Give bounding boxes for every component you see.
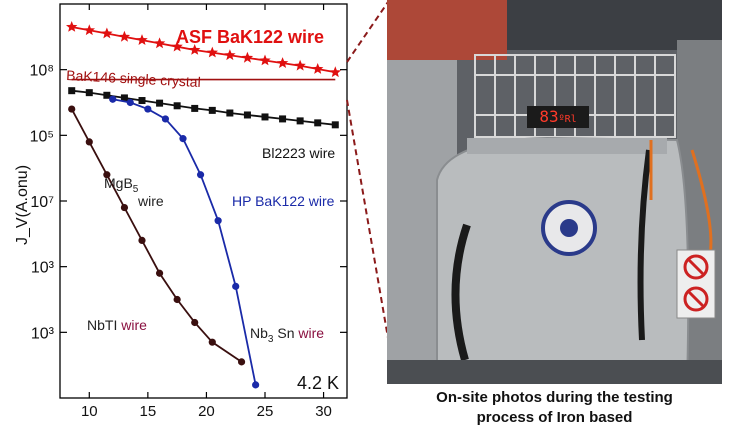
y-tick-label: 10⁸ — [29, 63, 54, 80]
data-point-bl2223-wire — [173, 102, 181, 110]
x-tick-label: 25 — [257, 403, 274, 420]
data-point-hp-bak122-wire — [214, 217, 222, 225]
y-axis-label: J_V(A.onu) — [14, 165, 31, 245]
data-point-nbti-wire — [208, 338, 216, 346]
photo-scene — [387, 0, 722, 384]
data-point-hp-bak122-wire — [232, 282, 240, 290]
data-point-bl2223-wire — [296, 117, 304, 125]
data-point-hp-bak122-wire — [126, 98, 134, 107]
data-point-asf-bak122-wire — [329, 66, 341, 78]
data-point-bl2223-wire — [156, 99, 164, 107]
data-point-bl2223-wire — [68, 87, 76, 95]
label-mgb5-wire: wire — [137, 193, 164, 209]
data-point-bl2223-wire — [314, 119, 322, 127]
data-point-bl2223-wire — [120, 94, 128, 102]
data-point-asf-bak122-wire — [206, 46, 218, 58]
x-tick-label: 15 — [140, 403, 157, 420]
data-point-bl2223-wire — [243, 111, 251, 119]
data-point-bl2223-wire — [226, 109, 234, 117]
data-point-asf-bak122-wire — [259, 54, 271, 66]
data-point-nbti-wire — [237, 358, 246, 366]
label-asf: ASF BaK122 wire — [176, 27, 324, 47]
label-bl2223: Bl2223 wire — [262, 145, 335, 161]
label-bak146: BaK146 single crystal — [66, 67, 201, 90]
data-point-bl2223-wire — [191, 104, 199, 112]
label-nbti: NbTI wire — [87, 317, 147, 333]
caption-line-2: process of Iron based — [476, 409, 633, 426]
on-site-photo: 83ºRl — [387, 0, 722, 384]
series-line-hp-bak122-wire — [112, 98, 257, 386]
data-point-nbti-wire — [68, 105, 76, 113]
y-axis-ticks: 10⁸ 10⁵ 10⁷ 10³ 10³ — [29, 63, 347, 342]
y-tick-label: 10⁵ — [30, 128, 54, 145]
x-tick-label: 30 — [315, 403, 332, 420]
y-tick-label: 10⁷ — [30, 194, 54, 211]
data-point-asf-bak122-wire — [224, 49, 236, 61]
series-layer — [66, 21, 341, 389]
label-hp: HP BaK122 wire — [232, 193, 335, 209]
data-point-asf-bak122-wire — [276, 57, 289, 68]
y-tick-label: 10³ — [31, 325, 55, 342]
data-point-asf-bak122-wire — [136, 34, 148, 45]
data-point-bl2223-wire — [138, 97, 146, 105]
data-point-nbti-wire — [191, 318, 199, 327]
data-point-nbti-wire — [138, 236, 146, 244]
display-value: 83 — [539, 107, 559, 126]
label-mgb5: MgB5 — [104, 175, 139, 195]
data-point-bl2223-wire — [103, 91, 111, 99]
series-line-asf-bak122-wire — [71, 26, 336, 74]
data-point-nbti-wire — [155, 269, 164, 277]
data-point-hp-bak122-wire — [144, 105, 152, 113]
data-point-asf-bak122-wire — [171, 40, 183, 52]
data-point-hp-bak122-wire — [179, 135, 187, 143]
display-unit: ºRl — [558, 114, 577, 125]
data-point-asf-bak122-wire — [294, 59, 306, 71]
label-nb3sn: Nb3 Sn wire — [250, 325, 324, 345]
data-point-asf-bak122-wire — [66, 21, 78, 32]
data-point-asf-bak122-wire — [189, 44, 201, 55]
data-point-asf-bak122-wire — [312, 63, 324, 74]
data-point-asf-bak122-wire — [118, 30, 131, 42]
data-point-bl2223-wire — [331, 121, 339, 129]
temperature-label: 4.2 K — [297, 373, 339, 393]
data-point-bl2223-wire — [261, 113, 269, 121]
series-line-nbti-wire — [70, 108, 243, 363]
data-point-nbti-wire — [103, 171, 111, 179]
data-point-asf-bak122-wire — [101, 27, 113, 39]
x-axis-ticks: 10 15 20 25 30 — [81, 4, 332, 420]
x-tick-label: 10 — [81, 403, 98, 420]
data-point-nbti-wire — [120, 203, 129, 212]
y-tick-label: 10³ — [31, 260, 55, 277]
connector-bottom — [346, 99, 389, 339]
data-point-bl2223-wire — [208, 106, 216, 114]
data-point-asf-bak122-wire — [83, 24, 95, 36]
photo-caption: On-site photos during the testing proces… — [387, 388, 722, 428]
data-point-hp-bak122-wire — [109, 95, 117, 103]
connector-top — [346, 1, 389, 63]
data-point-hp-bak122-wire — [196, 171, 205, 179]
temperature-display: 83ºRl — [527, 106, 589, 128]
caption-line-1: On-site photos during the testing — [436, 389, 673, 406]
data-point-asf-bak122-wire — [153, 37, 166, 49]
series-line-bl2223-wire — [71, 89, 336, 126]
x-tick-label: 20 — [198, 403, 215, 420]
data-point-asf-bak122-wire — [241, 51, 254, 63]
data-point-bl2223-wire — [279, 115, 287, 123]
data-point-hp-bak122-wire — [252, 381, 260, 389]
data-point-hp-bak122-wire — [161, 115, 170, 123]
data-point-nbti-wire — [173, 295, 181, 304]
data-point-nbti-wire — [85, 138, 93, 146]
data-point-bl2223-wire — [85, 89, 93, 97]
